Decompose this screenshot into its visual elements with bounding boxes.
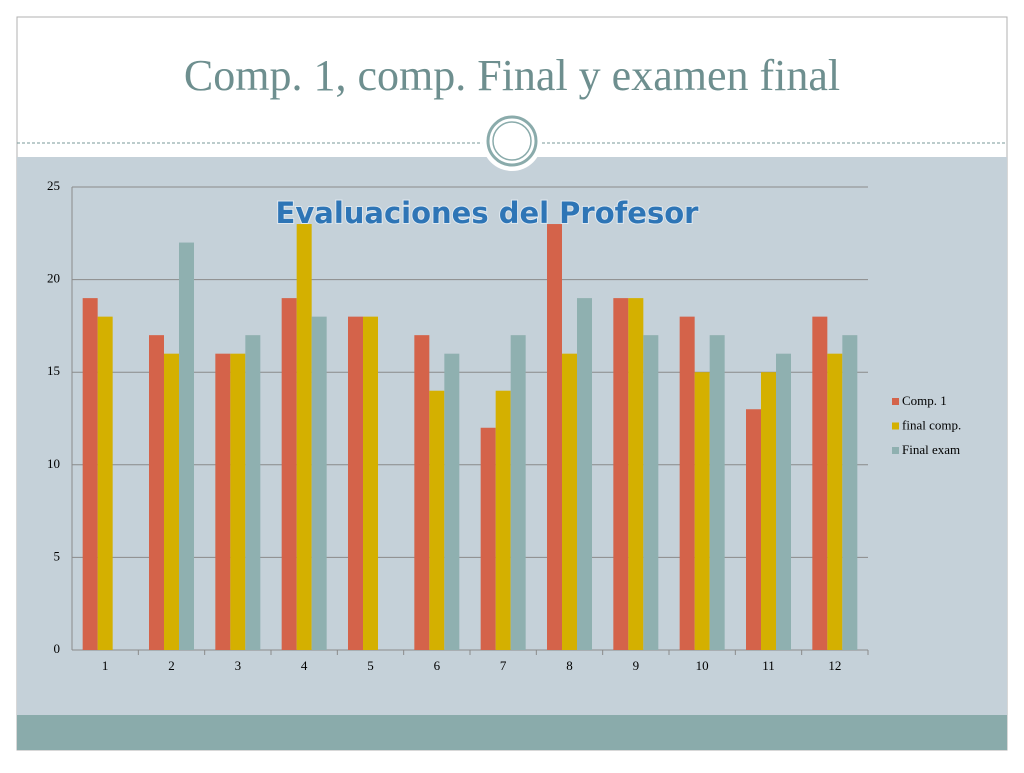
bar xyxy=(562,353,577,650)
bar xyxy=(842,335,858,650)
bar xyxy=(812,316,828,650)
legend-label: Final exam xyxy=(902,442,960,457)
x-tick-label: 3 xyxy=(235,658,242,673)
bar xyxy=(82,298,98,650)
bar xyxy=(577,298,592,650)
x-tick-label: 9 xyxy=(633,658,640,673)
bar xyxy=(628,298,644,650)
bar xyxy=(480,427,496,650)
bar xyxy=(694,372,710,650)
x-tick-label: 2 xyxy=(168,658,175,673)
bar xyxy=(510,335,526,650)
y-tick-label: 10 xyxy=(47,456,60,471)
y-tick-label: 5 xyxy=(54,548,61,563)
x-tick-label: 10 xyxy=(696,658,709,673)
x-tick-label: 4 xyxy=(301,658,308,673)
legend-label: final comp. xyxy=(902,417,961,432)
y-tick-label: 20 xyxy=(47,271,60,286)
y-tick-label: 15 xyxy=(47,363,60,378)
x-tick-label: 1 xyxy=(102,658,109,673)
bar xyxy=(776,353,791,650)
bar xyxy=(245,335,261,650)
bar xyxy=(679,316,695,650)
ornament-inner xyxy=(492,121,532,161)
legend-swatch xyxy=(892,422,899,430)
bar xyxy=(296,224,312,651)
bar xyxy=(414,335,430,650)
bar xyxy=(827,353,843,650)
slide-title: Comp. 1, comp. Final y examen final xyxy=(184,51,840,100)
bar xyxy=(547,224,562,651)
bar xyxy=(363,316,378,650)
x-tick-label: 5 xyxy=(367,658,374,673)
bar xyxy=(495,390,511,650)
bar xyxy=(311,316,327,650)
legend-swatch xyxy=(892,398,899,405)
legend-swatch xyxy=(892,447,899,454)
bar xyxy=(164,353,179,650)
bar xyxy=(613,298,629,650)
x-tick-label: 12 xyxy=(828,658,841,673)
bar xyxy=(746,409,761,650)
x-tick-label: 8 xyxy=(566,658,573,673)
x-tick-label: 6 xyxy=(434,658,441,673)
bar xyxy=(444,353,460,650)
y-tick-label: 0 xyxy=(54,641,61,656)
bar xyxy=(179,242,194,650)
bar xyxy=(97,316,113,650)
bar xyxy=(643,335,659,650)
bar xyxy=(348,316,363,650)
x-tick-label: 7 xyxy=(500,658,507,673)
bar xyxy=(761,372,776,650)
chart-title: Evaluaciones del Profesor xyxy=(276,196,700,230)
bar xyxy=(230,353,246,650)
y-tick-label: 25 xyxy=(47,178,60,193)
bar xyxy=(429,390,445,650)
footer-band xyxy=(17,715,1007,750)
bar xyxy=(215,353,231,650)
legend-label: Comp. 1 xyxy=(902,393,947,408)
bar xyxy=(149,335,164,650)
bar xyxy=(281,298,297,650)
x-tick-label: 11 xyxy=(762,658,775,673)
bar xyxy=(709,335,725,650)
